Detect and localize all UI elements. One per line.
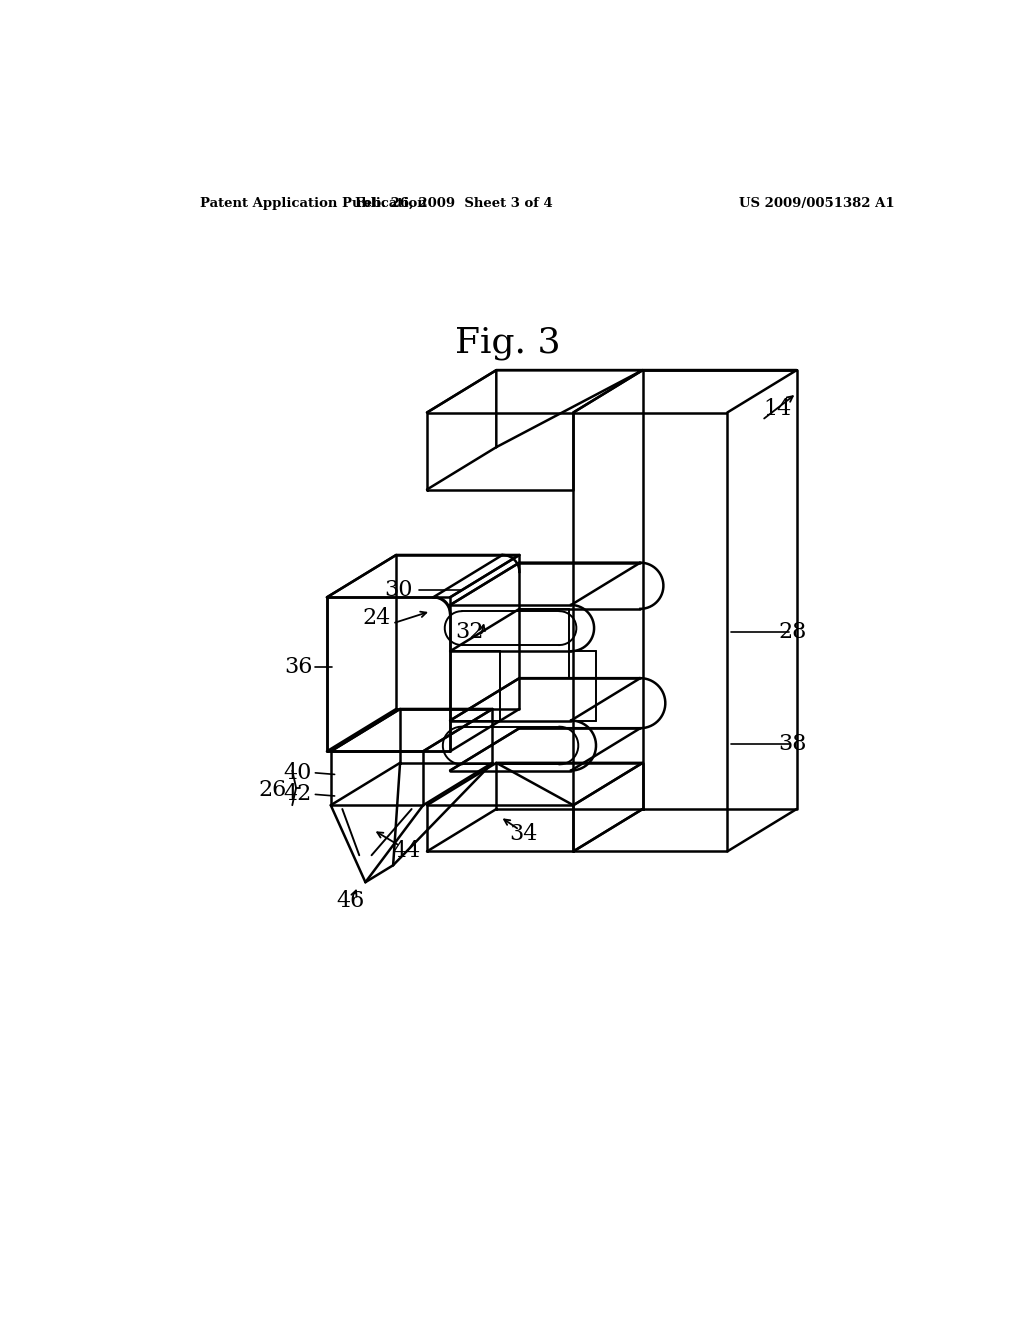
Text: Patent Application Publication: Patent Application Publication [200, 197, 427, 210]
Text: 24: 24 [362, 607, 391, 630]
Text: 38: 38 [778, 733, 807, 755]
Text: 34: 34 [509, 824, 538, 846]
Text: Fig. 3: Fig. 3 [455, 326, 561, 360]
Text: 28: 28 [778, 620, 807, 643]
Text: 36: 36 [285, 656, 312, 677]
Text: 30: 30 [384, 578, 413, 601]
Text: 26: 26 [259, 779, 287, 801]
Text: US 2009/0051382 A1: US 2009/0051382 A1 [739, 197, 895, 210]
Text: 32: 32 [456, 620, 483, 643]
Text: 14: 14 [763, 397, 792, 420]
Text: 40: 40 [284, 762, 312, 784]
Text: 42: 42 [284, 784, 311, 805]
Text: 44: 44 [392, 841, 420, 862]
Text: 46: 46 [336, 891, 365, 912]
Text: Feb. 26, 2009  Sheet 3 of 4: Feb. 26, 2009 Sheet 3 of 4 [355, 197, 553, 210]
